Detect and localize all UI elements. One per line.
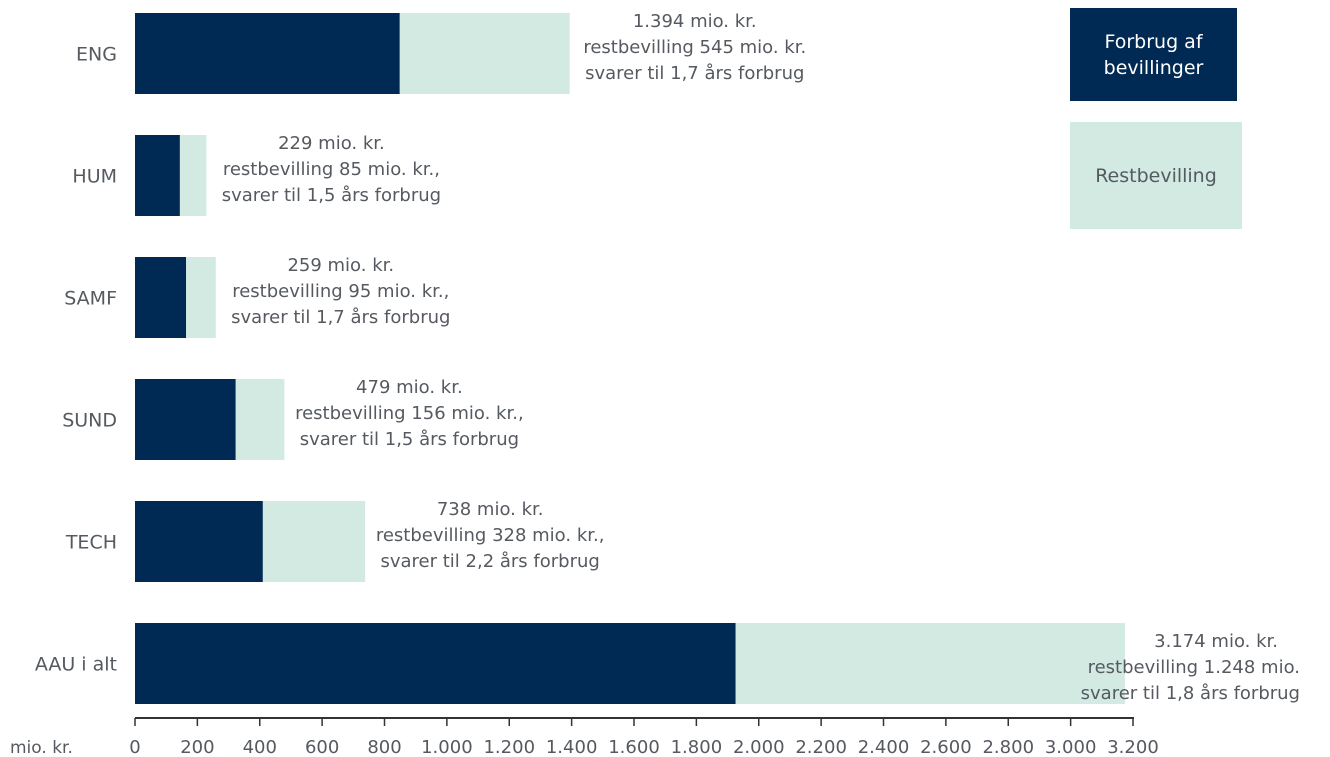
bar-remaining xyxy=(735,623,1125,704)
x-axis-unit-label: mio. kr. xyxy=(10,738,73,757)
x-tick-label: 3.200 xyxy=(1107,737,1159,757)
bar-remaining xyxy=(179,135,207,216)
x-tick-label: 1.200 xyxy=(483,737,535,757)
category-label: SAMF xyxy=(64,288,117,310)
x-tick-label: 2.800 xyxy=(982,737,1034,757)
bar-annotation: 1.394 mio. kr. xyxy=(633,11,757,32)
category-label: AAU i alt xyxy=(35,654,117,676)
category-label: HUM xyxy=(72,166,117,188)
x-tick-label: 1.800 xyxy=(671,737,723,757)
bar-remaining xyxy=(235,379,285,460)
bar-consumption xyxy=(135,379,236,460)
bar-annotation: 259 mio. kr. xyxy=(287,255,394,276)
bar-annotation: 3.174 mio. kr. xyxy=(1154,631,1278,652)
category-label: ENG xyxy=(76,44,117,66)
bar-annotation: svarer til 2,2 års forbrug xyxy=(380,551,599,572)
legend-consumption: Forbrug af bevillinger xyxy=(1070,8,1237,101)
bar-annotation: restbevilling 85 mio. kr., xyxy=(223,159,440,180)
x-tick-label: 1.000 xyxy=(421,737,473,757)
x-tick-label: 2.000 xyxy=(733,737,785,757)
x-tick-label: 2.400 xyxy=(858,737,910,757)
x-tick-label: 600 xyxy=(305,737,339,757)
x-tick-label: 1.400 xyxy=(546,737,598,757)
bar-remaining xyxy=(262,501,366,582)
bar-annotation: restbevilling 95 mio. kr., xyxy=(232,281,449,302)
bar-annotation: restbevilling 156 mio. kr., xyxy=(295,403,524,424)
bar-annotation: svarer til 1,7 års forbrug xyxy=(231,307,450,328)
x-tick-label: 3.000 xyxy=(1045,737,1097,757)
x-tick-label: 2.200 xyxy=(795,737,847,757)
bar-consumption xyxy=(135,501,263,582)
legend-remaining-label: Restbevilling xyxy=(1095,164,1217,187)
bar-remaining xyxy=(186,257,216,338)
bar-annotation: 738 mio. kr. xyxy=(437,499,544,520)
x-tick-label: 0 xyxy=(129,737,140,757)
category-label: SUND xyxy=(62,410,117,432)
legend-remaining: Restbevilling xyxy=(1070,122,1242,229)
bar-consumption xyxy=(135,623,736,704)
bar-annotation: restbevilling 545 mio. kr. xyxy=(583,37,806,58)
x-tick-label: 800 xyxy=(367,737,401,757)
bar-annotation: svarer til 1,5 års forbrug xyxy=(300,429,519,450)
x-tick-label: 400 xyxy=(243,737,277,757)
bar-annotation: restbevilling 1.248 mio. xyxy=(1088,657,1300,678)
bar-consumption xyxy=(135,13,400,94)
bar-annotation: restbevilling 328 mio. kr., xyxy=(376,525,605,546)
x-tick-label: 2.600 xyxy=(920,737,972,757)
bar-annotation: 229 mio. kr. xyxy=(278,133,385,154)
x-tick-label: 200 xyxy=(180,737,214,757)
bar-annotation: 479 mio. kr. xyxy=(356,377,463,398)
bar-annotation: svarer til 1,5 års forbrug xyxy=(222,185,441,206)
bar-annotation: svarer til 1,7 års forbrug xyxy=(585,63,804,84)
bar-consumption xyxy=(135,257,187,338)
bar-consumption xyxy=(135,135,180,216)
x-tick-label: 1.600 xyxy=(608,737,660,757)
category-label: TECH xyxy=(65,532,117,554)
legend-consumption-label: Forbrug af bevillinger xyxy=(1103,30,1204,79)
bar-remaining xyxy=(399,13,570,94)
bar-annotation: svarer til 1,8 års forbrug xyxy=(1081,683,1300,704)
